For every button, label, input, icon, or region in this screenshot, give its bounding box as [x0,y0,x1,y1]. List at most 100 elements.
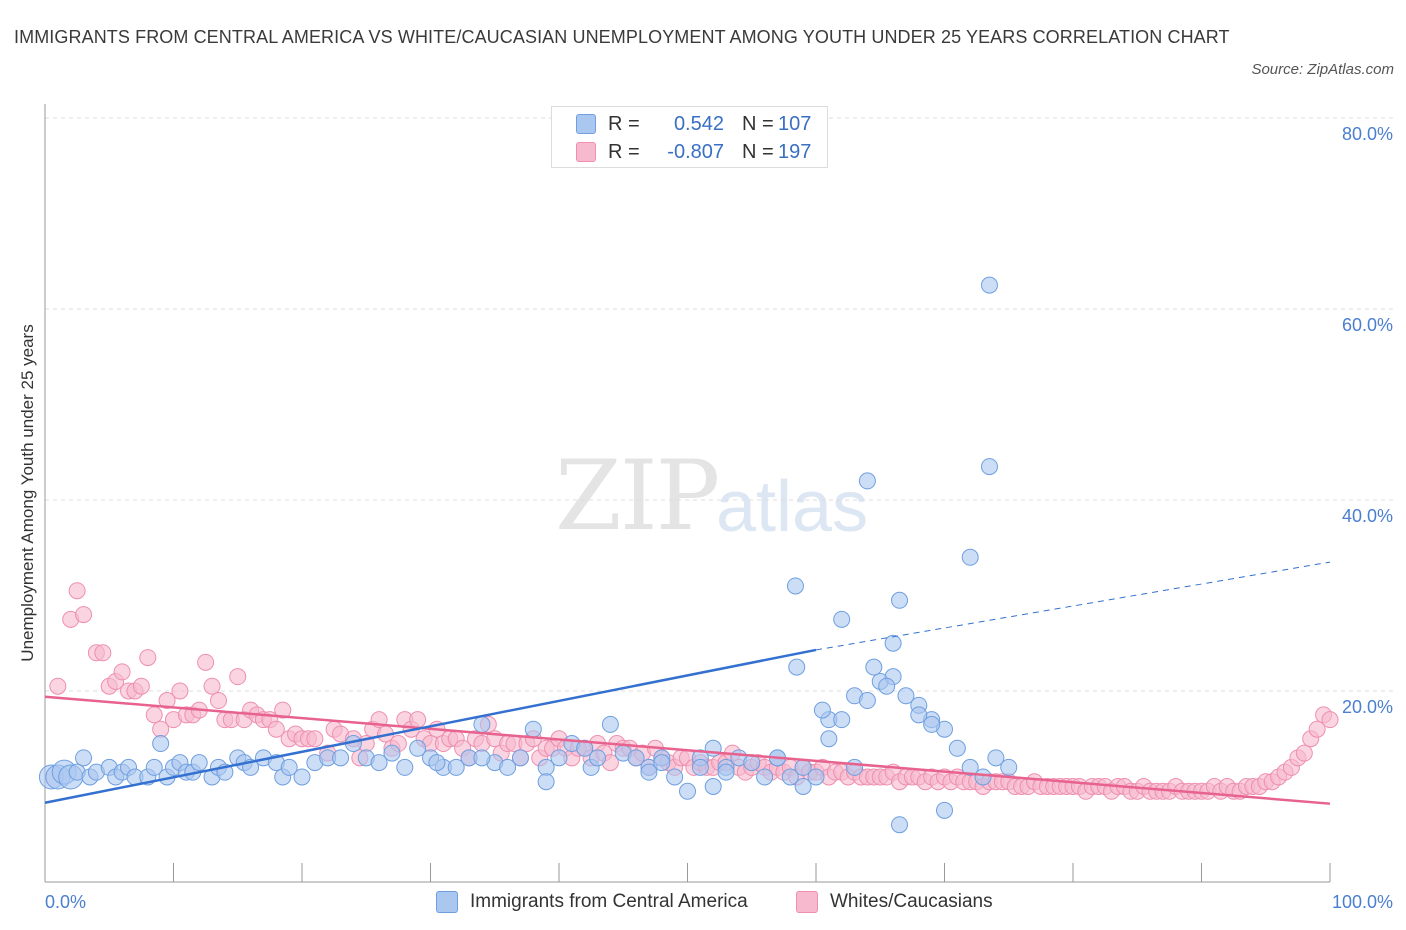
whites-point [1308,720,1326,738]
whites-point [171,682,189,700]
immigrants-point [884,634,902,652]
immigrants-point [190,754,208,772]
immigrants-point [627,749,645,767]
immigrants-point [332,749,350,767]
immigrants-point [781,768,799,786]
whites-point [94,644,112,662]
immigrants-point [858,692,876,710]
immigrants-point [891,591,909,609]
immigrants-point [704,778,722,795]
immigrants-point [897,687,915,705]
legend-r-value: -0.807 [667,140,724,163]
immigrants-point [891,816,909,834]
immigrants-point [865,658,883,676]
immigrants-point [846,758,864,776]
immigrants-point [980,276,998,294]
whites-point [1295,744,1313,762]
tick-labels: 20.0% 40.0% 60.0% 80.0% 0.0% 100.0% [45,124,1393,912]
bottom-legend-swatch-pink [796,891,818,913]
legend-r-label: R = [608,112,640,135]
immigrants-point [794,778,812,795]
legend-n-value: 197 [778,140,812,163]
legend-swatch-pink [576,142,596,162]
bottom-legend-label: Whites/Caucasians [830,891,993,912]
whites-point [274,701,292,719]
whites-point [409,711,427,729]
bottom-legend-whites: Whites/Caucasians [796,889,993,915]
immigrants-point [145,758,163,776]
bottom-legend-immigrants: Immigrants from Central America [436,889,748,915]
immigrants-point [820,730,838,748]
whites-point [209,692,227,710]
watermark-zip: ZIP [555,440,720,552]
immigrants-point [653,754,671,772]
whites-point [49,677,67,695]
immigrants-point [589,749,607,767]
immigrants-point [756,768,774,786]
y-tick-label: 80.0% [1342,124,1393,144]
axes [44,104,1331,883]
chart-title: IMMIGRANTS FROM CENTRAL AMERICA VS WHITE… [14,27,1230,47]
immigrants-point [691,758,709,776]
legend-r-value: 0.542 [673,112,724,135]
whites-point [113,663,131,681]
legend-r-label: R = [608,140,640,163]
immigrants-point [550,749,568,767]
legend-row-whites: R = -0.807 N = 197 [576,140,811,164]
chart-source: Source: ZipAtlas.com [1251,61,1394,78]
immigrants-point [409,739,427,757]
immigrants-point [974,768,992,786]
x-tick-label-left: 0.0% [45,892,86,912]
immigrants-point [383,744,401,762]
immigrants-point [980,458,998,476]
immigrants-point [280,758,298,776]
immigrants-trend-extension [815,561,1331,651]
immigrants-point [666,768,684,786]
whites-point [158,692,176,710]
immigrants-point [878,677,896,695]
y-tick-label: 20.0% [1342,697,1393,717]
immigrants-point [833,610,851,628]
immigrants-point [524,720,542,738]
legend-row-immigrants: R = 0.542 N = 107 [576,112,811,136]
immigrants-point [576,739,594,757]
legend-swatch-blue [576,114,596,134]
legend-n-value: 107 [778,112,812,135]
immigrants-point [499,758,517,776]
legend-n-label: N = [742,140,774,163]
immigrants-point [152,735,170,753]
whites-point [197,653,215,671]
immigrants-point [961,758,979,776]
whites-point [306,730,324,748]
immigrants-point [537,773,555,791]
immigrants-point [679,782,696,800]
whites-trend-line [44,695,1331,805]
immigrants-point [833,711,851,729]
immigrants-point [923,715,941,733]
y-axis-label: Unemployment Among Youth under 25 years [18,324,37,662]
immigrants-point [473,715,491,733]
whites-point [267,720,285,738]
immigrants-point [788,658,806,676]
immigrants-point [640,763,658,781]
whites-point [203,677,221,695]
immigrants-point [813,701,831,719]
whites-point [68,582,86,600]
y-tick-label: 60.0% [1342,315,1393,335]
immigrants-point [601,715,619,733]
bottom-legend-swatch-blue [436,891,458,913]
immigrants-point [428,754,446,772]
immigrants-point [1000,758,1018,776]
whites-point [229,668,247,686]
immigrants-point [807,768,825,786]
immigrants-trend-line [44,648,817,804]
immigrants-point [293,768,311,786]
immigrants-point [75,749,93,767]
whites-point [75,606,93,624]
x-tick-label-right: 100.0% [1332,892,1393,912]
immigrants-point [910,706,928,724]
y-tick-label: 40.0% [1342,506,1393,526]
whites-point [145,706,163,724]
immigrants-point [370,754,388,772]
